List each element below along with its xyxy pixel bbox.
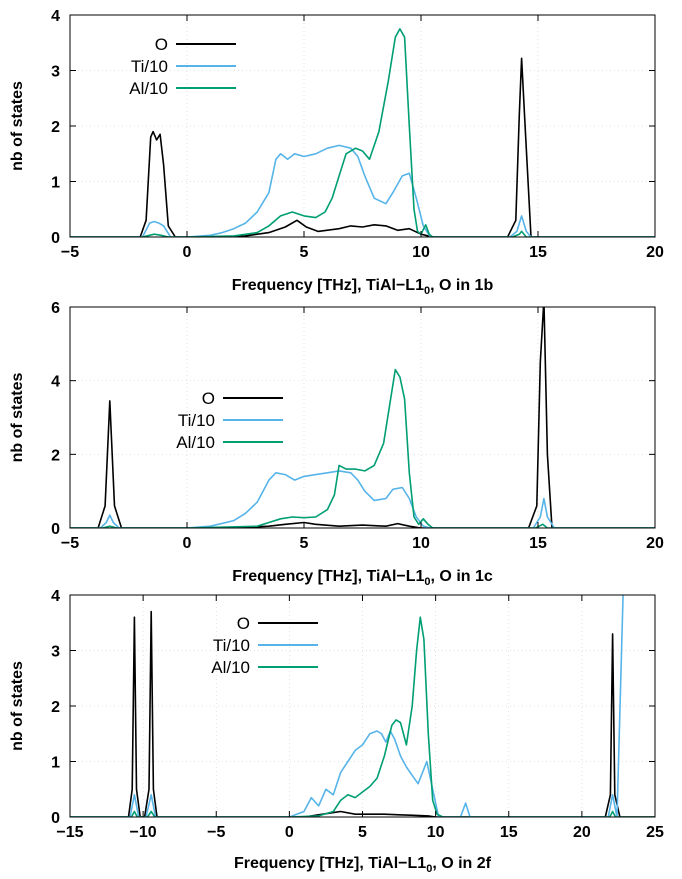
x-tick-label: −5: [61, 535, 79, 552]
y-tick-label: 1: [51, 755, 60, 772]
y-tick-label: 0: [51, 230, 60, 247]
x-axis-label: Frequency [THz], TiAl−L10, O in 1b: [232, 277, 494, 297]
legend-label-ti: Ti/10: [131, 57, 168, 76]
y-tick-label: 0: [51, 810, 60, 827]
legend-label-al: Al/10: [176, 433, 215, 452]
series-line-ti: [70, 595, 624, 817]
x-tick-label: −10: [130, 824, 157, 841]
x-tick-label: −15: [56, 824, 83, 841]
y-tick-label: 2: [51, 447, 60, 464]
y-tick-label: 2: [51, 119, 60, 136]
series-line-al: [70, 368, 655, 528]
x-tick-label: 10: [412, 535, 430, 552]
legend-label-ti: Ti/10: [213, 636, 250, 655]
x-tick-label: 0: [285, 824, 294, 841]
x-axis-label: Frequency [THz], TiAl−L10, O in 2f: [234, 855, 492, 874]
x-tick-label: 20: [646, 244, 664, 261]
series-line-o: [70, 57, 655, 237]
y-tick-label: 3: [51, 644, 60, 661]
x-tick-label: 5: [358, 824, 367, 841]
plot-frame: [69, 306, 656, 529]
legend: O Ti/10 Al/10: [211, 614, 318, 677]
x-axis-label: Frequency [THz], TiAl−L10, O in 1c: [232, 568, 493, 588]
series-line-o: [70, 307, 655, 528]
series-line-ti: [70, 144, 655, 237]
x-tick-label: 15: [529, 535, 547, 552]
legend-label-al: Al/10: [129, 79, 168, 98]
x-tick-label: 10: [427, 824, 445, 841]
x-tick-label: 0: [183, 535, 192, 552]
series-line-ti: [70, 470, 655, 528]
x-tick-label: −5: [207, 824, 225, 841]
y-tick-label: 0: [51, 521, 60, 538]
x-tick-label: 20: [573, 824, 591, 841]
series-line-al: [70, 616, 655, 817]
y-tick-label: 3: [51, 64, 60, 81]
y-tick-label: 2: [51, 699, 60, 716]
x-tick-label: 10: [412, 244, 430, 261]
y-tick-label: 4: [51, 8, 60, 25]
y-axis-label: nb of states: [9, 81, 26, 171]
y-tick-label: 4: [51, 588, 60, 605]
grid: [70, 307, 655, 528]
legend: O Ti/10 Al/10: [176, 389, 283, 452]
y-tick-label: 1: [51, 175, 60, 192]
x-tick-label: 5: [300, 535, 309, 552]
legend-label-o: O: [202, 389, 215, 408]
legend-label-o: O: [237, 614, 250, 633]
x-tick-label: 15: [500, 824, 518, 841]
series-line-o: [70, 610, 655, 817]
x-tick-label: 20: [646, 535, 664, 552]
grid: [70, 15, 655, 237]
legend-label-ti: Ti/10: [178, 411, 215, 430]
legend-label-al: Al/10: [211, 658, 250, 677]
y-tick-label: 4: [51, 374, 60, 391]
y-axis-label: nb of states: [9, 661, 26, 751]
x-tick-label: 5: [300, 244, 309, 261]
x-tick-label: 25: [646, 824, 664, 841]
y-axis-label: nb of states: [9, 373, 26, 463]
x-tick-label: −5: [61, 244, 79, 261]
legend-label-o: O: [155, 35, 168, 54]
chart-panel-3: −15 −10 −5 0 5 10 15 20 25 0 1 2 3 4 Frequency [THz], …: [9, 588, 664, 875]
grid: [70, 595, 655, 817]
x-tick-label: 0: [183, 244, 192, 261]
x-tick-label: 15: [529, 244, 547, 261]
y-tick-label: 6: [51, 300, 60, 317]
legend: O Ti/10 Al/10: [129, 35, 236, 98]
